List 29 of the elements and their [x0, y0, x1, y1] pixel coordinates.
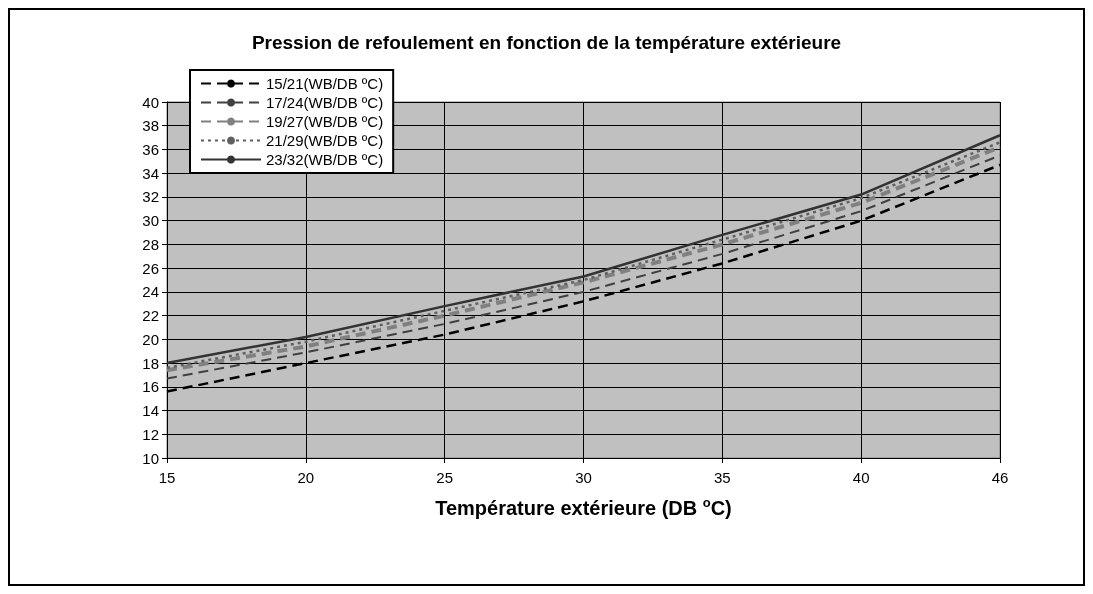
y-tick-label: 16 [142, 378, 159, 396]
y-tick-label: 38 [142, 117, 159, 135]
x-tick-label: 46 [991, 469, 1009, 486]
x-tick-label: 40 [852, 469, 870, 486]
y-tick-label: 26 [142, 259, 159, 277]
legend-label: 15/21(WB/DB ºC) [266, 75, 384, 92]
legend-label: 17/24(WB/DB ºC) [266, 94, 384, 111]
y-tick-label: 10 [142, 449, 159, 467]
y-tick-label: 14 [142, 402, 159, 420]
y-tick-label: 24 [142, 283, 159, 301]
y-tick-label: 22 [142, 307, 159, 325]
y-tick-label: 32 [142, 188, 159, 206]
y-tick-label: 34 [142, 164, 159, 182]
x-tick-label: 30 [575, 469, 592, 486]
x-tick-label: 15 [158, 469, 176, 486]
chart-title: Pression de refoulement en fonction de la température extérieure [251, 32, 842, 53]
x-tick-label: 25 [436, 469, 454, 486]
legend-label: 19/27(WB/DB ºC) [266, 113, 384, 130]
y-tick-label: 28 [142, 235, 159, 253]
y-tick-label: 18 [142, 354, 159, 372]
legend-label: 21/29(WB/DB ºC) [266, 132, 384, 149]
y-tick-label: 40 [142, 93, 159, 111]
y-tick-label: 36 [142, 140, 159, 158]
y-tick-label: 30 [142, 212, 159, 230]
y-tick-label: 12 [142, 425, 159, 443]
legend-label: 23/32(WB/DB ºC) [266, 151, 384, 168]
x-tick-label: 20 [297, 469, 315, 486]
y-tick-label: 20 [142, 330, 159, 348]
x-tick-label: 35 [713, 469, 731, 486]
